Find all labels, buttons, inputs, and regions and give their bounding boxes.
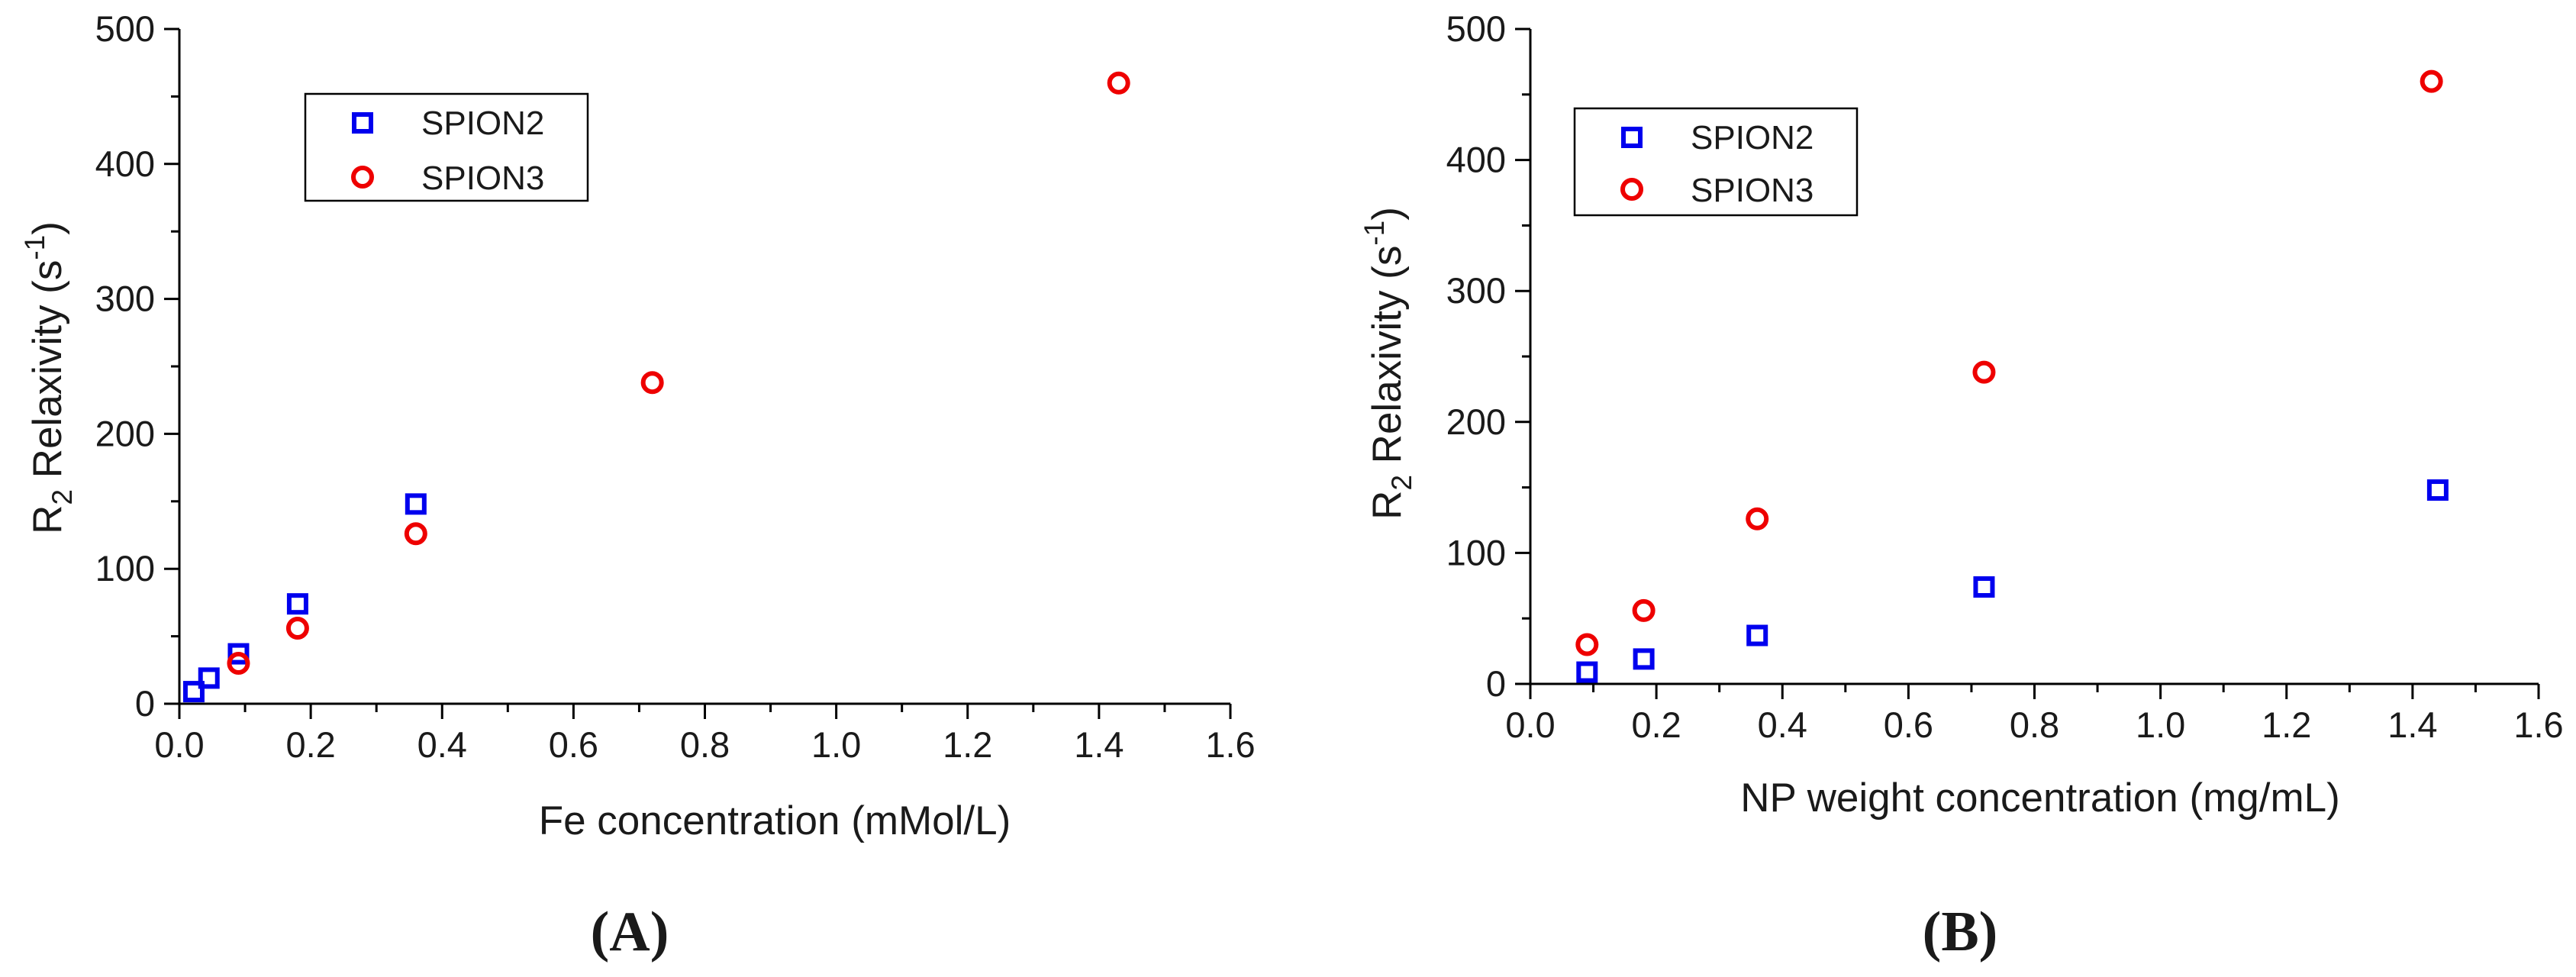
y-axis-title-b: R2 Relaxivity (s-1) (1359, 207, 1417, 520)
point-spion2 (1633, 648, 1655, 670)
legend-marker-spion3-b (1620, 178, 1643, 201)
legend-a: SPION2 SPION3 (304, 92, 589, 202)
legend-marker-spion3-a (351, 166, 374, 189)
point-spion3 (1972, 360, 1996, 384)
x-tick-label: 1.6 (2513, 705, 2563, 745)
y-tick-label: 400 (1446, 140, 1506, 180)
x-tick-label: 0.0 (1505, 705, 1555, 745)
y-tick-label: 0 (1486, 663, 1506, 704)
point-spion2 (405, 493, 427, 515)
y-tick-label: 200 (95, 413, 155, 453)
y-axis-title-a: R2 Relaxivity (s-1) (19, 221, 78, 534)
legend-marker-spion2-b (1621, 127, 1643, 148)
x-tick-label: 1.2 (943, 724, 992, 765)
x-axis-title-a: Fe concentration (mMol/L) (539, 798, 1011, 843)
legend-box-b (1573, 107, 1859, 217)
point-spion2 (286, 593, 308, 615)
x-tick-label: 0.2 (285, 724, 335, 765)
point-spion2 (182, 681, 205, 703)
point-spion3 (640, 371, 664, 395)
x-tick-label: 1.4 (2387, 705, 2437, 745)
y-tick-label: 400 (95, 143, 155, 184)
legend-label-spion2-a: SPION2 (421, 105, 544, 142)
point-spion3 (1746, 507, 1769, 530)
point-spion2 (227, 643, 250, 665)
y-tick-label: 300 (1446, 270, 1506, 311)
y-tick-label: 500 (95, 8, 155, 49)
point-spion2 (2426, 479, 2449, 501)
x-tick-label: 0.0 (154, 724, 204, 765)
x-tick-label: 1.6 (1205, 724, 1255, 765)
x-tick-label: 0.8 (2010, 705, 2059, 745)
panel-label-a: (A) (591, 901, 669, 963)
x-tick-label: 0.6 (549, 724, 598, 765)
y-tick-label: 500 (1446, 8, 1506, 49)
point-spion3 (227, 651, 250, 675)
point-spion2 (1576, 661, 1598, 683)
y-tick-label: 300 (95, 279, 155, 319)
y-tick-label: 0 (135, 683, 155, 724)
x-tick-label: 1.0 (811, 724, 861, 765)
x-tick-label: 1.4 (1074, 724, 1124, 765)
point-spion2 (1973, 576, 1995, 598)
x-tick-label: 0.4 (418, 724, 467, 765)
y-tick-label: 100 (95, 548, 155, 588)
x-tick-label: 1.2 (2262, 705, 2311, 745)
legend-b: SPION2 SPION3 (1573, 107, 1859, 217)
legend-marker-spion2-a (352, 112, 373, 134)
x-tick-label: 0.8 (680, 724, 730, 765)
plot-area-b: 0.0 0.2 0.4 0.6 0.8 1.0 1.2 1.4 1.6 0 100 200 300 400… (1446, 8, 2564, 745)
point-spion3 (404, 522, 427, 546)
point-spion3 (1575, 633, 1599, 656)
x-tick-label: 0.4 (1758, 705, 1807, 745)
plot-area-a: 0.0 0.2 0.4 0.6 0.8 1.0 1.2 1.4 1.6 0 100 200 300 400… (95, 8, 1256, 765)
point-spion3 (2420, 69, 2443, 93)
point-spion2 (198, 667, 220, 689)
x-axis-title-b: NP weight concentration (mg/mL) (1740, 775, 2340, 821)
chart-panel-a: 0.0 0.2 0.4 0.6 0.8 1.0 1.2 1.4 1.6 0 100 200 300 400… (19, 8, 1256, 963)
y-tick-label: 200 (1446, 401, 1506, 442)
legend-label-spion3-a: SPION3 (421, 160, 544, 197)
x-tick-label: 0.2 (1631, 705, 1681, 745)
x-tick-label: 0.6 (1884, 705, 1933, 745)
chart-panel-b: 0.0 0.2 0.4 0.6 0.8 1.0 1.2 1.4 1.6 0 100 200 300 400… (1359, 8, 2564, 963)
point-spion3 (1632, 598, 1656, 622)
y-tick-label: 100 (1446, 532, 1506, 572)
point-spion2 (1746, 624, 1768, 646)
x-tick-label: 1.0 (2136, 705, 2185, 745)
legend-label-spion3-b: SPION3 (1691, 172, 1814, 209)
legend-box-a (304, 92, 589, 202)
point-spion3 (1107, 71, 1130, 95)
legend-label-spion2-b: SPION2 (1691, 119, 1814, 156)
panel-label-b: (B) (1923, 901, 1998, 963)
point-spion3 (285, 616, 309, 640)
